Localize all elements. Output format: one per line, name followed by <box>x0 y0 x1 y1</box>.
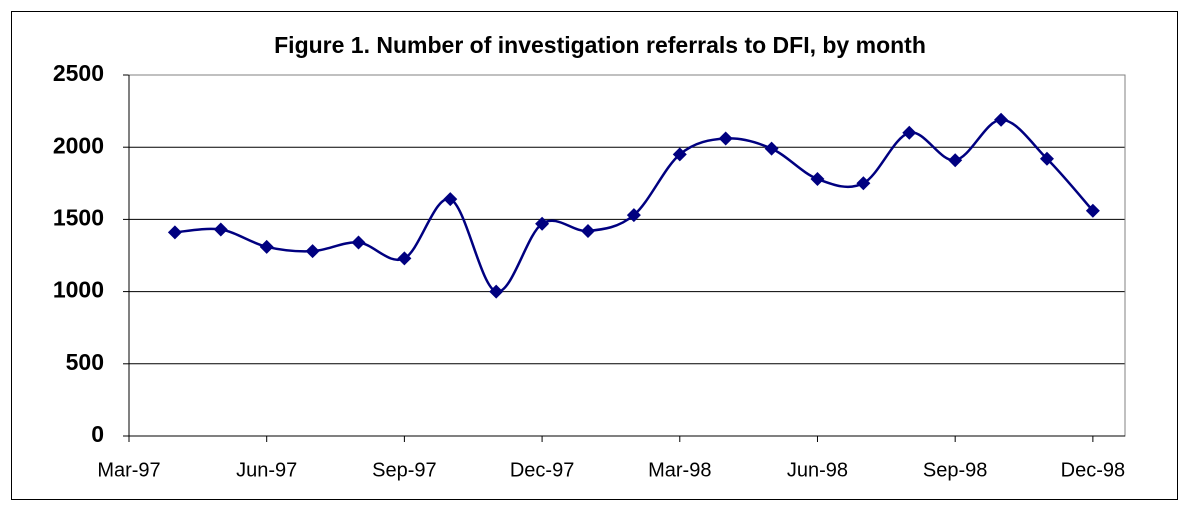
x-tick-label: Jun-98 <box>787 459 848 481</box>
data-point <box>994 112 1009 127</box>
data-point <box>580 223 595 238</box>
x-tick-label: Sep-98 <box>923 459 988 481</box>
data-point <box>167 225 182 240</box>
y-tick-label: 1500 <box>53 204 104 230</box>
x-tick-label: Mar-97 <box>97 459 160 481</box>
data-point <box>810 171 825 186</box>
data-point <box>948 153 963 168</box>
data-point <box>489 284 504 299</box>
data-point <box>259 239 274 254</box>
data-point <box>213 222 228 237</box>
x-tick-label: Mar-98 <box>648 459 711 481</box>
data-point <box>535 216 550 231</box>
x-tick-label: Dec-98 <box>1061 459 1125 481</box>
data-point <box>1039 151 1054 166</box>
data-point <box>764 141 779 156</box>
x-tick-label: Jun-97 <box>236 459 297 481</box>
y-tick-label: 1000 <box>53 277 104 303</box>
data-point <box>305 244 320 259</box>
data-point <box>626 208 641 223</box>
x-tick-label: Dec-97 <box>510 459 574 481</box>
y-tick-label: 2000 <box>53 132 104 158</box>
data-point <box>397 251 412 266</box>
data-point <box>902 125 917 140</box>
data-point <box>856 176 871 191</box>
x-tick-label: Sep-97 <box>372 459 437 481</box>
chart-title: Figure 1. Number of investigation referr… <box>274 32 926 58</box>
y-tick-label: 500 <box>66 349 104 375</box>
data-point <box>443 192 458 207</box>
data-point <box>672 147 687 162</box>
data-point <box>1085 203 1100 218</box>
y-tick-label: 2500 <box>53 60 104 86</box>
chart-border <box>11 11 1178 500</box>
y-tick-label: 0 <box>91 421 104 447</box>
data-point <box>351 235 366 250</box>
data-point <box>718 131 733 146</box>
